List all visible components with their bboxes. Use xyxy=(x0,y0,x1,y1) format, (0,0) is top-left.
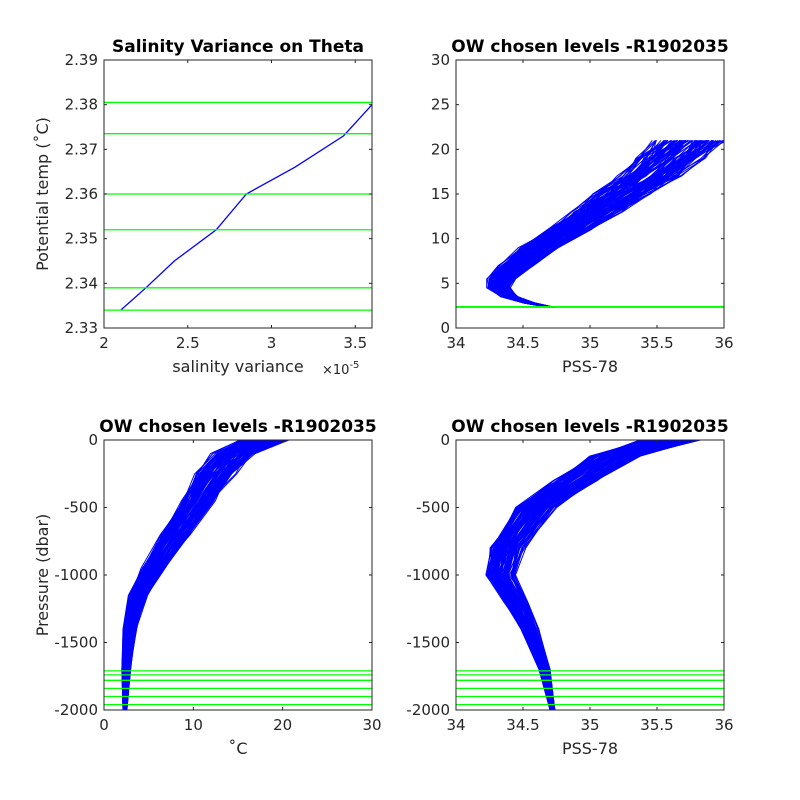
x-tick-label: 2 xyxy=(99,334,109,352)
y-tick-label: 2.39 xyxy=(65,51,98,69)
profile-line xyxy=(510,440,687,710)
x-tick-label: 2.5 xyxy=(176,334,200,352)
profile-line xyxy=(511,440,698,710)
profile-line xyxy=(510,440,694,710)
profile-line xyxy=(124,440,270,710)
profile-line xyxy=(507,440,687,710)
x-tick-label: 34.5 xyxy=(506,334,539,352)
profile-line xyxy=(499,140,706,308)
y-tick-label: 2.33 xyxy=(65,319,98,337)
x-tick-label: 34 xyxy=(446,716,465,734)
y-tick-label: -1000 xyxy=(54,566,98,584)
x-tick-label: 3 xyxy=(267,334,277,352)
profile-line xyxy=(496,140,684,308)
profile-line xyxy=(494,140,675,308)
x-tick-label: 36 xyxy=(714,716,733,734)
y-tick-label: -2000 xyxy=(54,701,98,719)
x-tick-label: 35.5 xyxy=(640,716,673,734)
y-tick-label: -1000 xyxy=(406,566,450,584)
x-axis-label: PSS-78 xyxy=(562,357,618,376)
profile-line xyxy=(500,440,678,710)
profile-line xyxy=(490,440,658,710)
y-tick-label: 25 xyxy=(431,96,450,114)
profile-line xyxy=(505,440,693,710)
profile-line xyxy=(487,139,667,308)
profile-line xyxy=(495,140,686,308)
profile-line xyxy=(506,140,715,308)
profile-line xyxy=(494,440,657,710)
profile-line xyxy=(125,440,275,710)
x-tick-label: 34 xyxy=(446,334,465,352)
y-tick-label: 20 xyxy=(431,140,450,158)
plot-area xyxy=(456,440,724,710)
profile-line xyxy=(492,440,652,710)
y-tick-label: 2.35 xyxy=(65,230,98,248)
profile-line xyxy=(122,440,248,710)
profile-line xyxy=(124,440,264,710)
y-tick-label: 30 xyxy=(431,51,450,69)
y-tick-label: -500 xyxy=(64,499,98,517)
profile-line xyxy=(122,440,243,710)
x-axis-label: salinity variance xyxy=(172,357,303,376)
chart-tl: 2 2.5 3 3.5 2.33 2.34 2.35 2.36 2.37 2.38 2.39 Sali… xyxy=(33,37,373,378)
chart-title: OW chosen levels -R1902035 xyxy=(99,417,376,437)
x-tick-label: 34.5 xyxy=(506,716,539,734)
profile-line xyxy=(508,140,724,308)
y-tick-label: 0 xyxy=(88,431,98,449)
series-line xyxy=(120,104,372,311)
x-tick-label: 3.5 xyxy=(343,334,367,352)
y-tick-label: 2.38 xyxy=(65,96,98,114)
profile-line xyxy=(501,140,697,308)
chart-br: 34 34.5 35 35.5 36 -2000 -1500 -1000 -500 0OW cho… xyxy=(406,417,733,758)
chart-title: OW chosen levels -R1902035 xyxy=(451,37,728,57)
y-tick-label: 5 xyxy=(440,274,450,292)
y-tick-label: 15 xyxy=(431,185,450,203)
profile-line xyxy=(508,440,696,710)
x-exponent-label: ×10-5 xyxy=(322,360,359,378)
profile-line xyxy=(488,440,647,710)
x-axis-label: ˚C xyxy=(228,739,247,758)
y-tick-label: 2.36 xyxy=(65,185,98,203)
profile-line xyxy=(122,440,253,710)
plot-area xyxy=(104,440,372,710)
y-tick-label: 0 xyxy=(440,319,450,337)
x-tick-label: 0 xyxy=(99,716,109,734)
y-tick-label: -500 xyxy=(416,499,450,517)
y-tick-label: -1500 xyxy=(406,634,450,652)
chart-title: Salinity Variance on Theta xyxy=(112,37,364,57)
profile-line xyxy=(506,440,697,710)
chart-title: OW chosen levels -R1902035 xyxy=(451,417,728,437)
y-axis-label: Potential temp (˚C) xyxy=(33,117,52,271)
plot-area xyxy=(104,101,372,311)
x-tick-label: 36 xyxy=(714,334,733,352)
y-tick-label: 0 xyxy=(440,431,450,449)
plot-area xyxy=(456,139,724,308)
x-axis-label: PSS-78 xyxy=(562,739,618,758)
x-tick-label: 35 xyxy=(580,334,599,352)
x-tick-label: 35 xyxy=(580,716,599,734)
x-tick-label: 20 xyxy=(273,716,292,734)
x-tick-label: 35.5 xyxy=(640,334,673,352)
y-tick-label: 2.34 xyxy=(65,274,98,292)
profile-line xyxy=(492,440,658,710)
y-axis-label: Pressure (dbar) xyxy=(33,514,52,637)
y-tick-label: -1500 xyxy=(54,634,98,652)
y-tick-label: 10 xyxy=(431,230,450,248)
profile-line xyxy=(125,440,274,710)
x-tick-label: 30 xyxy=(362,716,381,734)
y-tick-label: 2.37 xyxy=(65,140,98,158)
y-tick-label: -2000 xyxy=(406,701,450,719)
x-tick-label: 10 xyxy=(184,716,203,734)
